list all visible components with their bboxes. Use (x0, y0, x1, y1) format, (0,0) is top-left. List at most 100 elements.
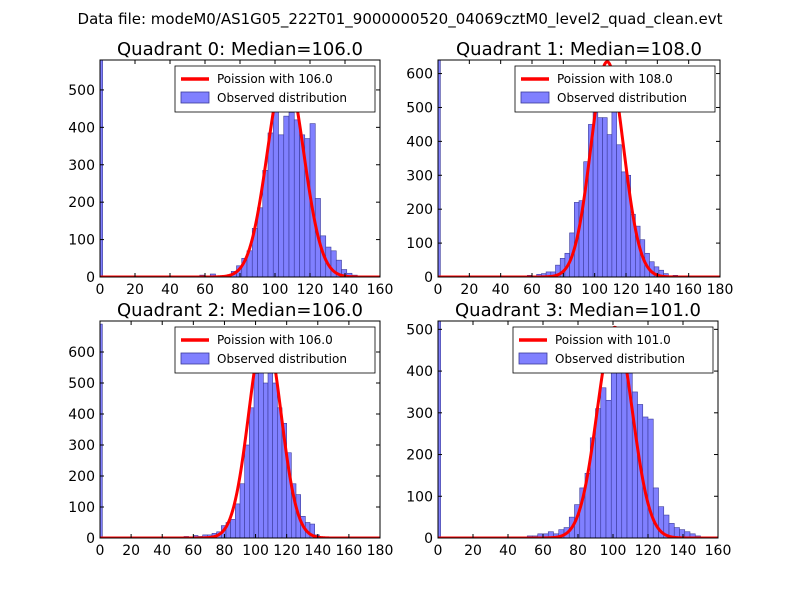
histogram-bar (100, 60, 103, 277)
plot-area (100, 60, 380, 277)
histogram-bar (263, 382, 269, 538)
subplot-quadrant-1: 0 20 40 60 80 100 120 140 160 180 0 100 200 300 400 500… (406, 39, 733, 298)
histogram-bar (597, 117, 603, 277)
y-tick-label: 400 (406, 364, 433, 380)
histogram-bar (592, 110, 599, 277)
y-tick-label: 0 (424, 531, 433, 547)
histogram-bar (606, 134, 613, 277)
histogram-bar (621, 366, 628, 538)
x-tick-label: 140 (644, 282, 671, 298)
y-tick-label: 0 (86, 270, 95, 286)
histogram-bar (272, 98, 279, 277)
x-tick-label: 120 (297, 282, 324, 298)
x-tick-label: 60 (534, 543, 552, 559)
x-tick-label: 20 (126, 282, 144, 298)
histogram-bar (267, 132, 274, 277)
x-tick-label: 120 (635, 543, 662, 559)
histogram-bar (239, 483, 245, 538)
histogram-bar (230, 519, 236, 538)
x-tick-label: 0 (434, 543, 443, 559)
legend-bar-swatch (520, 91, 550, 104)
y-tick-label: 600 (68, 345, 95, 361)
y-tick-label: 400 (406, 134, 433, 150)
y-tick-label: 500 (68, 376, 95, 392)
y-tick-label: 200 (406, 448, 433, 464)
histogram-bar (616, 362, 623, 538)
x-tick-label: 180 (367, 543, 394, 559)
y-tick-label: 300 (406, 168, 433, 184)
histogram-bar (620, 171, 627, 277)
legend-bar-label: Observed distribution (217, 352, 347, 366)
histogram-bar (244, 444, 250, 538)
legend-line-label: Poission with 106.0 (217, 72, 333, 86)
x-tick-label: 80 (231, 282, 249, 298)
y-tick-label: 200 (406, 202, 433, 218)
subplot-quadrant-3: 0 20 40 60 80 100 120 140 160 0 100 200 300 400 500 Qua… (406, 300, 731, 559)
legend-box (174, 65, 376, 113)
histogram-bar (438, 321, 441, 538)
axes-frame (99, 320, 381, 539)
y-tick-label: 300 (406, 406, 433, 422)
x-tick-label: 0 (96, 282, 105, 298)
subplot-quadrant-2: 0 20 40 60 80 100 120 140 160 1800100200300400500… (68, 300, 393, 559)
x-tick-label: 20 (460, 282, 478, 298)
poisson-curve (100, 67, 380, 277)
legend-bar-swatch (518, 352, 548, 365)
subplot-title: Quadrant 3: Median=101.0 (455, 300, 701, 321)
x-tick-label: 0 (96, 543, 105, 559)
histogram-bar (610, 366, 617, 538)
x-tick-label: 0 (434, 282, 443, 298)
histogram-bar (652, 487, 659, 538)
legend-line-label: Poission with 101.0 (555, 333, 671, 347)
legend-bar-label: Observed distribution (217, 91, 347, 105)
x-tick-label: 160 (675, 282, 702, 298)
histogram-bar (616, 144, 622, 277)
y-tick-label: 200 (68, 469, 95, 485)
x-tick-label: 60 (196, 282, 214, 298)
x-tick-label: 40 (161, 282, 179, 298)
x-tick-label: 120 (613, 282, 640, 298)
x-tick-label: 140 (304, 543, 331, 559)
histogram-bar (235, 503, 241, 538)
legend-box (514, 65, 716, 113)
legend-line-label: Poission with 106.0 (217, 333, 333, 347)
legend-bar-label: Observed distribution (555, 352, 685, 366)
x-tick-label: 160 (705, 543, 732, 559)
x-tick-label: 120 (273, 543, 300, 559)
subplot-title: Quadrant 1: Median=108.0 (456, 39, 702, 60)
x-tick-label: 140 (332, 282, 359, 298)
y-tick-label: 200 (68, 195, 95, 211)
subplot-title: Quadrant 2: Median=106.0 (117, 300, 363, 321)
subplot-title: Quadrant 0: Median=106.0 (117, 39, 363, 60)
x-tick-label: 140 (670, 543, 697, 559)
legend: Poission with 106.0 Observed distribution (174, 65, 376, 113)
x-tick-label: 80 (216, 543, 234, 559)
x-tick-label: 100 (581, 282, 608, 298)
histogram-bar (253, 373, 259, 538)
histogram-bar (100, 323, 103, 538)
x-tick-label: 180 (707, 282, 734, 298)
histogram-bar (605, 399, 612, 538)
y-tick-label: 300 (68, 438, 95, 454)
y-tick-label: 500 (406, 100, 433, 116)
histogram-bar (272, 382, 278, 538)
x-tick-label: 60 (184, 543, 202, 559)
y-tick-label: 100 (406, 489, 433, 505)
x-tick-label: 100 (242, 543, 269, 559)
x-tick-label: 100 (262, 282, 289, 298)
y-tick-label: 0 (424, 270, 433, 286)
legend: Poission with 108.0 Observed distribution (514, 65, 716, 113)
histogram-bar (600, 387, 607, 538)
plot-area (438, 321, 718, 538)
y-tick-label: 100 (68, 233, 95, 249)
x-tick-label: 80 (554, 282, 572, 298)
y-tick-label: 500 (406, 322, 433, 338)
legend-bar-label: Observed distribution (557, 91, 687, 105)
subplot-quadrant-0: 0 20 40 60 80 100 120 140 160 0 100 200 300 400 500 Qua… (68, 39, 393, 298)
y-tick-label: 500 (68, 83, 95, 99)
x-tick-label: 60 (523, 282, 541, 298)
histogram-bar (258, 357, 264, 538)
y-tick-label: 0 (86, 531, 95, 547)
legend-box (512, 326, 714, 374)
histogram-bar (288, 112, 295, 277)
